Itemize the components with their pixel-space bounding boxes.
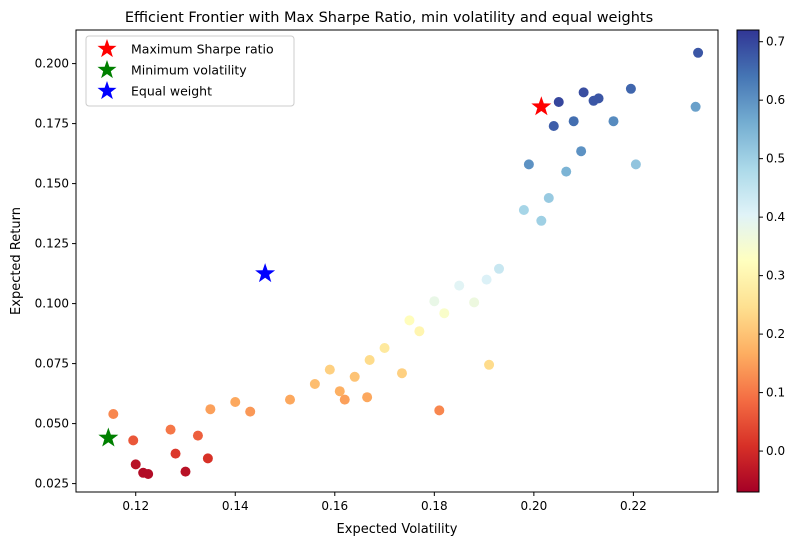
special-markers: [98, 96, 552, 447]
colorbar-tick-label: 0.7: [766, 35, 785, 49]
scatter-point: [180, 466, 191, 477]
y-tick-label: 0.125: [35, 237, 69, 251]
scatter-point: [576, 146, 587, 157]
scatter-point: [690, 101, 701, 112]
colorbar-tick-label: 0.5: [766, 152, 785, 166]
scatter-point: [608, 116, 619, 127]
x-tick-label: 0.20: [521, 499, 548, 513]
special-point-star-marker: [531, 96, 552, 116]
scatter-point: [484, 359, 495, 370]
scatter-point: [285, 394, 295, 405]
colorbar: 0.0 0.1 0.2 0.3 0.4 0.5 0.6 0.7: [736, 29, 785, 493]
legend-label: Maximum Sharpe ratio: [131, 42, 274, 57]
plot-area-frame: [75, 29, 719, 493]
x-axis: 0.12 0.14 0.16 0.18 0.20 0.22: [122, 492, 647, 513]
scatter-point: [630, 159, 641, 170]
scatter-point: [578, 87, 589, 98]
scatter-point: [414, 326, 425, 337]
legend-star-icon: [97, 39, 117, 58]
colorbar-tick-label: 0.3: [766, 269, 785, 283]
special-point-star-marker: [98, 427, 119, 447]
scatter-point: [309, 379, 320, 389]
scatter-point: [334, 386, 345, 397]
scatter-point: [454, 280, 465, 291]
x-tick-label: 0.16: [321, 499, 348, 513]
scatter-point: [693, 47, 704, 58]
scatter-point: [108, 409, 119, 419]
y-tick-label: 0.150: [35, 177, 69, 191]
scatter-point: [625, 83, 636, 94]
scatter-point: [170, 448, 181, 459]
scatter-point: [553, 97, 564, 107]
scatter-point: [568, 116, 579, 127]
scatter-points: [108, 47, 704, 479]
scatter-point: [396, 368, 407, 379]
y-tick-label: 0.200: [35, 57, 69, 71]
special-point-star-marker: [255, 263, 276, 283]
y-axis-label: Expected Return: [9, 207, 24, 315]
scatter-point: [561, 166, 572, 177]
scatter-point: [205, 404, 216, 415]
y-tick-label: 0.100: [35, 297, 69, 311]
scatter-point: [349, 371, 360, 382]
scatter-point: [202, 453, 213, 464]
scatter-point: [192, 430, 203, 441]
scatter-point: [469, 297, 480, 308]
scatter-point: [143, 469, 154, 479]
legend-box: [85, 35, 295, 107]
y-tick-label: 0.025: [35, 477, 69, 491]
colorbar-tick-label: 0.1: [766, 386, 785, 400]
scatter-point: [339, 394, 350, 405]
y-axis: 0.025 0.050 0.075 0.100 0.125 0.150 0.175 0.200: [35, 57, 76, 491]
scatter-point: [518, 205, 529, 215]
legend-star-icon: [97, 60, 117, 79]
scatter-point: [494, 263, 505, 274]
y-tick-label: 0.175: [35, 117, 69, 131]
scatter-point: [404, 315, 415, 326]
legend-label: Minimum volatility: [131, 63, 247, 78]
colorbar-tick-label: 0.4: [766, 210, 785, 224]
colorbar-tick-label: 0.6: [766, 93, 785, 107]
legend-label: Equal weight: [131, 84, 212, 99]
scatter-point: [230, 397, 241, 407]
x-tick-label: 0.22: [620, 499, 647, 513]
chart-title: Efficient Frontier with Max Sharpe Ratio…: [125, 10, 653, 26]
scatter-point: [548, 121, 559, 131]
colorbar-gradient: [736, 29, 760, 493]
scatter-point: [362, 392, 373, 403]
scatter-point: [165, 424, 176, 435]
scatter-point: [434, 405, 445, 416]
scatter-point: [588, 95, 599, 106]
scatter-point: [543, 193, 554, 203]
colorbar-tick-label: 0.0: [766, 444, 785, 458]
y-tick-label: 0.050: [35, 417, 69, 431]
legend-star-icon: [97, 81, 117, 100]
scatter-point: [379, 343, 390, 353]
y-tick-label: 0.075: [35, 357, 69, 371]
x-tick-label: 0.18: [421, 499, 448, 513]
x-tick-label: 0.14: [222, 499, 249, 513]
scatter-point: [523, 159, 534, 170]
scatter-point: [439, 308, 450, 319]
x-axis-label: Expected Volatility: [337, 522, 458, 537]
scatter-point: [128, 435, 139, 446]
scatter-point: [130, 459, 141, 470]
scatter-point: [364, 355, 375, 365]
x-tick-label: 0.12: [122, 499, 149, 513]
legend: Maximum Sharpe ratio Minimum volatility Eq…: [85, 35, 295, 107]
scatter-point: [245, 406, 256, 417]
colorbar-tick-label: 0.2: [766, 327, 785, 341]
scatter-point: [429, 296, 440, 307]
scatter-point: [536, 215, 547, 226]
scatter-point: [324, 364, 335, 375]
scatter-point: [481, 274, 492, 285]
